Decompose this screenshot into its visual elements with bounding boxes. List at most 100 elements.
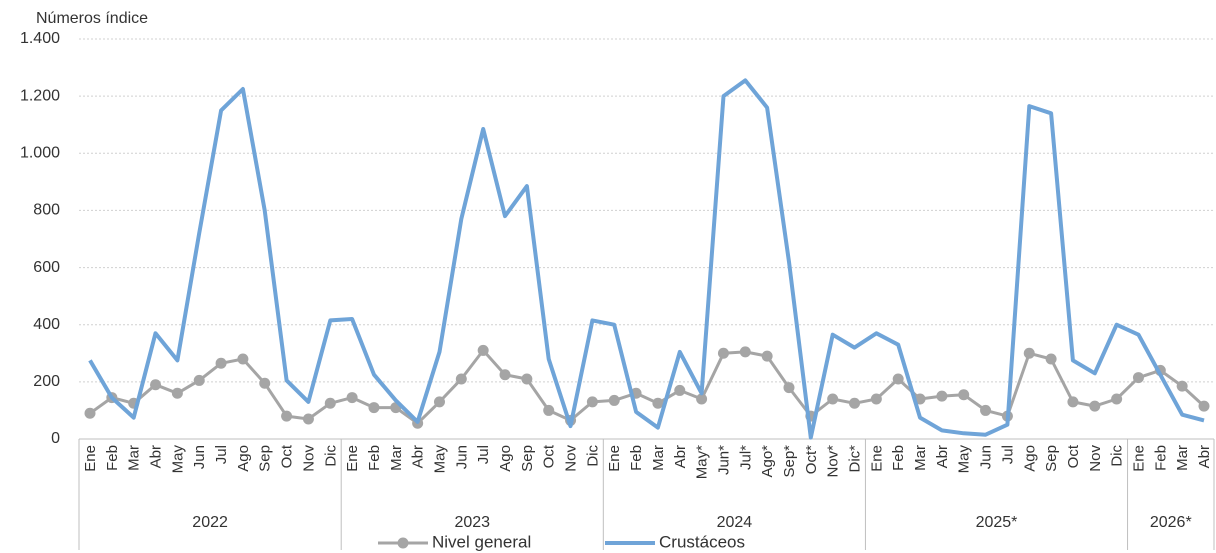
series-marker — [433, 396, 445, 408]
series-marker — [477, 344, 489, 356]
series-line — [88, 78, 1205, 440]
series-marker — [761, 350, 773, 362]
x-tick-label: May — [169, 445, 186, 474]
series-marker — [1067, 396, 1079, 408]
x-tick-label: Jun — [978, 445, 995, 469]
series-marker — [1045, 353, 1057, 365]
x-tick-label: Sep* — [781, 445, 798, 478]
x-tick-label: May — [956, 445, 973, 474]
x-tick-label: Jul — [999, 445, 1016, 464]
x-tick-label: Feb — [890, 445, 907, 471]
x-tick-label: Abr — [934, 445, 951, 468]
series-marker — [215, 357, 227, 369]
x-tick-label: Abr — [410, 445, 427, 468]
x-tick-label: Nov — [300, 445, 317, 472]
series-marker — [1176, 380, 1188, 392]
series-marker — [739, 346, 751, 358]
series-marker — [586, 396, 598, 408]
series-marker — [674, 384, 686, 396]
series-marker — [608, 394, 620, 406]
y-axis-label: Números índice — [36, 10, 148, 27]
x-tick-label: Jul — [213, 445, 230, 464]
x-tick-label: Dic* — [847, 445, 864, 473]
series-marker — [543, 404, 555, 416]
group-label: 2025* — [976, 514, 1018, 531]
x-tick-label: May* — [694, 445, 711, 479]
x-tick-label: Jun* — [715, 445, 732, 475]
x-tick-label: May — [431, 445, 448, 474]
x-tick-label: Mar — [1174, 445, 1191, 471]
x-tick-label: Oct — [541, 444, 558, 468]
x-tick-label: Ene — [868, 445, 885, 472]
x-tick-label: Dic — [584, 445, 601, 467]
x-tick-label: Ago — [1021, 445, 1038, 472]
series-marker — [368, 402, 380, 414]
x-tick-label: Ene — [606, 445, 623, 472]
series-marker — [193, 374, 205, 386]
x-tick-label: Feb — [366, 445, 383, 471]
series-marker — [171, 387, 183, 399]
x-tick-label: Dic — [1109, 445, 1126, 467]
x-tick-label: Sep — [1043, 445, 1060, 472]
x-tick-label: Feb — [104, 445, 121, 471]
x-tick-label: Jul — [475, 445, 492, 464]
series-marker — [892, 373, 904, 385]
x-tick-label: Abr — [148, 445, 165, 468]
x-tick-label: Sep — [257, 445, 274, 472]
series-marker — [521, 373, 533, 385]
series-marker — [958, 389, 970, 401]
series-marker — [696, 393, 708, 405]
series-marker — [324, 397, 336, 409]
series-marker — [346, 392, 358, 404]
series-marker — [870, 393, 882, 405]
series-marker — [259, 377, 271, 389]
series-marker — [1132, 372, 1144, 384]
x-tick-label: Jun — [191, 445, 208, 469]
series-marker — [827, 393, 839, 405]
series-marker — [783, 382, 795, 394]
series-marker — [936, 390, 948, 402]
x-tick-label: Ago — [497, 445, 514, 472]
x-tick-label: Dic — [322, 445, 339, 467]
x-tick-label: Mar — [912, 445, 929, 471]
series-marker — [281, 410, 293, 422]
x-tick-label: Abr — [672, 445, 689, 468]
x-tick-label: Nov* — [825, 445, 842, 478]
legend-marker — [397, 537, 409, 549]
group-label: 2023 — [454, 514, 490, 531]
x-tick-label: Nov — [1087, 445, 1104, 472]
series-marker — [1023, 347, 1035, 359]
y-tick-label: 0 — [51, 430, 60, 447]
y-tick-label: 800 — [33, 202, 60, 219]
x-tick-label: Sep — [519, 445, 536, 472]
x-tick-label: Abr — [1196, 445, 1213, 468]
y-tick-label: 600 — [33, 259, 60, 276]
x-tick-label: Oct* — [803, 445, 820, 474]
series-marker — [150, 379, 162, 391]
x-tick-label: Mar — [388, 445, 405, 471]
group-label: 2022 — [192, 514, 228, 531]
x-tick-label: Feb — [628, 445, 645, 471]
series-marker — [980, 404, 992, 416]
x-tick-label: Mar — [650, 445, 667, 471]
series-marker — [717, 347, 729, 359]
x-tick-label: Oct — [1065, 444, 1082, 468]
series-line — [89, 348, 1206, 425]
x-tick-label: Nov — [563, 445, 580, 472]
series-marker — [302, 413, 314, 425]
x-tick-label: Mar — [126, 445, 143, 471]
series-marker — [1089, 400, 1101, 412]
series-marker — [849, 397, 861, 409]
series-marker — [455, 373, 467, 385]
group-label: 2024 — [717, 514, 753, 531]
x-tick-label: Ago — [235, 445, 252, 472]
x-tick-label: Ene — [1130, 445, 1147, 472]
x-tick-label: Oct — [279, 444, 296, 468]
x-tick-label: Feb — [1152, 445, 1169, 471]
group-label: 2026* — [1150, 514, 1192, 531]
series-marker — [1111, 393, 1123, 405]
x-tick-label: Jul* — [737, 445, 754, 470]
series-marker — [84, 407, 96, 419]
x-tick-label: Ene — [82, 445, 99, 472]
